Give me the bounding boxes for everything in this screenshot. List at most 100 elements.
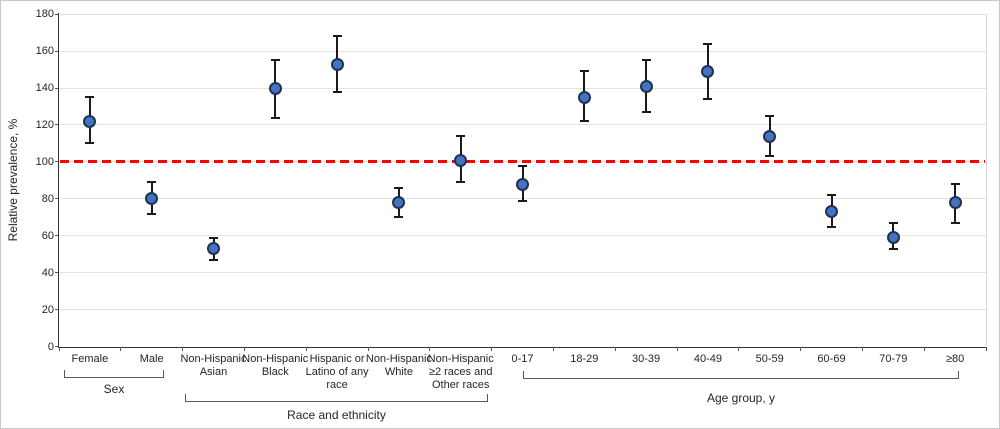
x-axis-line [58, 346, 986, 348]
group-bracket [185, 394, 488, 402]
y-tick-label: 100 [35, 155, 54, 168]
y-axis-tick [55, 124, 59, 126]
group-bracket [64, 370, 164, 378]
x-axis-tick [305, 346, 307, 351]
y-tick-label: 160 [35, 45, 54, 58]
error-bar-cap-top [827, 194, 836, 197]
group-label: Sex [103, 382, 125, 396]
data-point-marker [145, 192, 159, 206]
error-bar-cap-top [765, 114, 775, 117]
reference-line [60, 160, 985, 164]
error-bar-cap-bottom [270, 116, 280, 119]
gridline [60, 272, 986, 274]
x-axis-tick [182, 346, 184, 351]
y-axis-tick [55, 272, 59, 274]
group-label: Age group, y [706, 391, 776, 405]
x-axis-tick [861, 346, 863, 351]
y-tick-label: 120 [35, 118, 54, 131]
data-point-marker [330, 57, 344, 71]
y-tick-label: 60 [41, 229, 54, 242]
error-bar-cap-bottom [209, 258, 218, 261]
data-point-marker [392, 196, 406, 209]
x-axis-tick [800, 346, 802, 351]
error-bar-cap-bottom [518, 199, 527, 202]
data-point-marker [268, 81, 282, 95]
error-bar-cap-top [950, 183, 960, 186]
gridline [60, 309, 986, 311]
category-label: Male [139, 353, 164, 365]
category-label: Non-Hispanic Black [242, 353, 309, 378]
x-axis-tick [985, 346, 987, 351]
error-bar-cap-top [888, 221, 898, 224]
data-point-marker [207, 242, 220, 256]
error-bar-cap-top [579, 70, 589, 73]
category-label: Non-Hispanic Asian [180, 353, 247, 378]
data-point-marker [886, 231, 900, 245]
x-axis-tick [491, 346, 493, 351]
error-bar-cap-top [332, 35, 342, 38]
x-axis-tick [429, 346, 431, 351]
x-axis-tick [58, 346, 60, 351]
y-axis-tick [55, 309, 59, 311]
y-axis-tick [55, 198, 59, 200]
y-tick-label: 180 [35, 8, 54, 21]
error-bar-cap-bottom [579, 120, 589, 123]
y-axis-tick [55, 346, 59, 347]
x-axis-tick [614, 346, 616, 351]
category-label: Non-Hispanic White [365, 353, 432, 378]
y-tick-label: 80 [41, 192, 54, 205]
y-tick-label: 40 [41, 266, 54, 279]
plot-right-border [986, 14, 987, 347]
gridline [60, 124, 986, 126]
y-axis-line [58, 13, 59, 347]
error-bar-cap-bottom [456, 181, 466, 184]
error-bar-cap-bottom [147, 212, 157, 215]
category-label: 30-39 [632, 353, 661, 365]
gridline [60, 235, 986, 237]
x-axis-tick [552, 346, 554, 351]
error-bar-cap-top [456, 135, 466, 138]
data-point-marker [948, 196, 962, 209]
error-bar-cap-top [270, 59, 280, 62]
category-label: Non-Hispanic ≥2 races and Other races [427, 353, 494, 391]
category-label: 40-49 [693, 353, 722, 365]
category-label: 70-79 [879, 353, 908, 365]
data-point-marker [763, 129, 777, 143]
x-axis-tick [923, 346, 925, 351]
category-label: 18-29 [570, 353, 599, 365]
gridline [60, 87, 986, 89]
data-point-marker [825, 205, 838, 219]
error-bar-cap-bottom [85, 142, 95, 145]
data-point-marker [701, 64, 715, 78]
x-axis-tick [676, 346, 678, 351]
error-bar-cap-top [641, 59, 651, 62]
error-bar-cap-bottom [703, 98, 713, 101]
y-axis-tick [55, 50, 59, 52]
y-axis-tick [55, 235, 59, 237]
gridline [60, 13, 986, 15]
category-label: Female [71, 353, 109, 365]
error-bar-cap-top [147, 181, 157, 184]
error-bar-cap-top [518, 164, 527, 167]
error-bar-cap-bottom [765, 155, 775, 158]
x-axis-tick [738, 346, 740, 351]
error-bar-cap-bottom [394, 216, 404, 219]
data-point-marker [639, 79, 653, 93]
data-point-marker [83, 114, 97, 128]
category-label: Hispanic or Latino of any race [305, 353, 369, 391]
x-axis-tick [120, 346, 122, 351]
data-point-marker [577, 90, 591, 104]
error-bar-cap-bottom [332, 90, 342, 93]
data-point-marker [454, 153, 468, 167]
error-bar-cap-top [85, 96, 95, 99]
error-bar-cap-top [209, 236, 218, 239]
category-label: 0-17 [511, 353, 534, 365]
y-tick-label: 20 [41, 303, 54, 316]
error-bar-cap-bottom [950, 221, 960, 224]
group-label: Race and ethnicity [287, 408, 386, 422]
y-tick-label: 140 [35, 82, 54, 95]
category-label: 60-69 [817, 353, 846, 365]
